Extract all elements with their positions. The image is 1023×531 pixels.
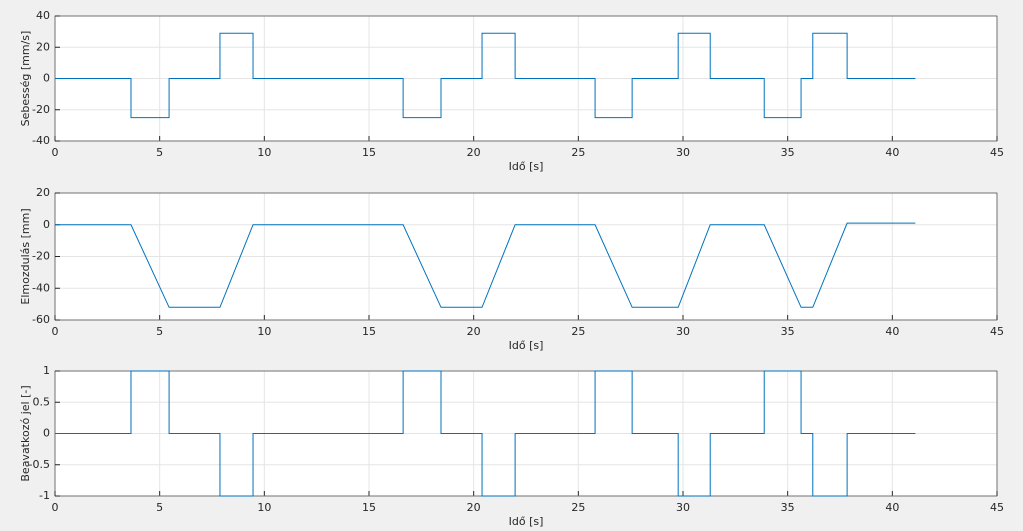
x-tick-label: 0 — [52, 146, 59, 159]
x-tick-label: 40 — [885, 501, 899, 514]
x-tick-label: 0 — [52, 501, 59, 514]
x-tick-label: 20 — [467, 146, 481, 159]
x-tick-label: 35 — [781, 501, 795, 514]
x-tick-label: 20 — [467, 501, 481, 514]
x-tick-label: 30 — [676, 501, 690, 514]
y-tick-label: 20 — [36, 40, 50, 53]
x-tick-label: 40 — [885, 146, 899, 159]
y-tick-label: 0 — [43, 72, 50, 85]
y-tick-label: 0.5 — [33, 395, 51, 408]
x-tick-label: 10 — [257, 501, 271, 514]
x-tick-label: 30 — [676, 146, 690, 159]
data-line — [55, 370, 916, 497]
x-tick-label: 45 — [990, 501, 1004, 514]
x-tick-label: 25 — [571, 146, 585, 159]
y-tick-label: 0 — [43, 218, 50, 231]
y-tick-label: -20 — [32, 250, 50, 263]
y-tick-label: -40 — [32, 281, 50, 294]
x-tick-label: 15 — [362, 501, 376, 514]
y-tick-label: 1 — [43, 364, 50, 377]
x-tick-label: 35 — [781, 146, 795, 159]
axes-box — [54, 192, 998, 321]
y-tick-label: -1 — [39, 489, 50, 502]
x-tick-label: 30 — [676, 325, 690, 338]
x-tick-label: 15 — [362, 146, 376, 159]
x-tick-label: 45 — [990, 146, 1004, 159]
x-axis-label: Idő [s] — [509, 339, 544, 352]
data-line — [55, 222, 916, 308]
x-tick-label: 5 — [156, 325, 163, 338]
x-tick-label: 15 — [362, 325, 376, 338]
y-tick-label: 20 — [36, 186, 50, 199]
x-axis-label: Idő [s] — [509, 515, 544, 528]
y-tick-label: -0.5 — [29, 458, 50, 471]
y-tick-label: -40 — [32, 134, 50, 147]
x-tick-label: 25 — [571, 501, 585, 514]
x-tick-label: 10 — [257, 146, 271, 159]
x-tick-label: 25 — [571, 325, 585, 338]
x-axis-label: Idő [s] — [509, 160, 544, 173]
y-axis-label: Sebesség [mm/s] — [19, 31, 32, 127]
x-tick-label: 35 — [781, 325, 795, 338]
y-axis-label: Beavatkozó jel [-] — [19, 385, 32, 481]
y-tick-label: 0 — [43, 427, 50, 440]
y-tick-label: 40 — [36, 9, 50, 22]
y-tick-label: -60 — [32, 313, 50, 326]
x-tick-label: 45 — [990, 325, 1004, 338]
y-tick-label: -20 — [32, 103, 50, 116]
data-line — [55, 32, 916, 119]
x-tick-label: 5 — [156, 501, 163, 514]
x-tick-label: 10 — [257, 325, 271, 338]
x-tick-label: 5 — [156, 146, 163, 159]
y-axis-label: Elmozdulás [mm] — [19, 208, 32, 304]
x-tick-label: 40 — [885, 325, 899, 338]
x-tick-label: 0 — [52, 325, 59, 338]
x-tick-label: 20 — [467, 325, 481, 338]
